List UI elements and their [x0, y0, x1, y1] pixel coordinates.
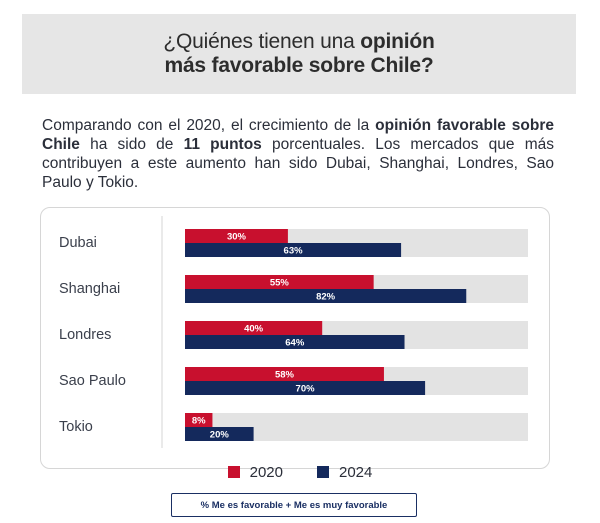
data-label-shanghai-2020: 55% [270, 278, 290, 289]
chart-legend: 2020 2024 [0, 462, 600, 482]
legend-item-2024: 2024 [317, 464, 372, 481]
bar-shanghai-2020 [185, 275, 374, 289]
bar-shanghai-2024 [185, 289, 467, 303]
category-label-londres: Londres [59, 327, 111, 343]
category-label-sao-paulo: Sao Paulo [59, 373, 126, 389]
category-label-tokio: Tokio [59, 419, 93, 435]
data-label-londres-2020: 40% [244, 324, 264, 335]
category-label-shanghai: Shanghai [59, 281, 120, 297]
intro-paragraph: Comparando con el 2020, el crecimiento d… [42, 116, 554, 192]
intro-text-1: Comparando con el 2020, el crecimiento d… [42, 117, 376, 134]
page-title-line-1: ¿Quiénes tienen una opinión [163, 30, 434, 54]
data-label-sao-paulo-2020: 58% [275, 370, 295, 381]
category-label-dubai: Dubai [59, 235, 97, 251]
bar-tokio-2020 [185, 413, 213, 427]
legend-swatch-2024 [317, 466, 329, 478]
title-text: ¿Quiénes tienen una [163, 30, 361, 53]
bar-chart: Dubai 30% 63% Shanghai 55% 82% Londres 40% 64% Sa… [59, 216, 528, 448]
legend-label-2020: 2020 [249, 463, 283, 481]
intro-text-3: porcentuales. Los mercados que más contr… [42, 136, 554, 191]
bar-dubai-2024 [185, 243, 402, 257]
intro-text-2: ha sido de [79, 136, 184, 153]
legend-label-2024: 2024 [339, 463, 373, 481]
chart-card: Dubai 30% 63% Shanghai 55% 82% Londres 40% 64% Sa… [40, 207, 550, 469]
data-label-dubai-2024: 63% [284, 246, 304, 257]
data-label-tokio-2024: 20% [210, 430, 230, 441]
bar-londres-2020 [185, 321, 323, 335]
data-label-sao-paulo-2024: 70% [296, 384, 316, 395]
data-label-shanghai-2024: 82% [316, 292, 336, 303]
legend-swatch-2020 [227, 466, 240, 478]
title-banner: ¿Quiénes tienen una opinión más favorabl… [22, 14, 576, 94]
legend-item-2020: 2020 [227, 463, 283, 481]
intro-bold-2: 11 puntos [183, 136, 262, 153]
data-label-tokio-2020: 8% [192, 416, 206, 427]
bar-londres-2024 [185, 335, 405, 349]
bar-dubai-2020 [185, 229, 288, 243]
title-bold-text-2: más favorable sobre Chile? [164, 54, 434, 77]
bar-tokio-2024 [185, 427, 254, 441]
data-label-dubai-2020: 30% [227, 232, 247, 243]
bar-track-tokio-2024 [185, 427, 528, 441]
footnote-box: % Me es favorable + Me es muy favorable [171, 493, 417, 517]
data-label-londres-2024: 64% [285, 338, 305, 349]
bar-track-tokio-2020 [185, 413, 528, 427]
bar-sao-paulo-2020 [185, 367, 384, 381]
bar-sao-paulo-2024 [185, 381, 426, 395]
intro-bold-1: opinión favorable sobre Chile [42, 117, 554, 153]
page-title-line-2: más favorable sobre Chile? [164, 54, 433, 78]
title-bold-text: opinión [360, 30, 435, 53]
